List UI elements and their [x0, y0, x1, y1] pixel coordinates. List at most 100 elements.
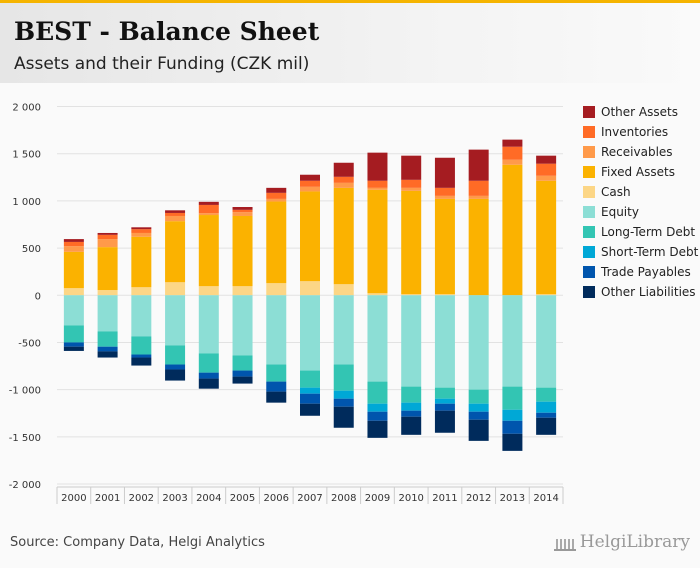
bar-segment-other-assets [63, 239, 84, 242]
bar-segment-long-term-debt [266, 364, 287, 382]
bar-segment-receivables [434, 195, 455, 199]
y-tick-label: 2 000 [12, 103, 41, 114]
x-tick-label: 2003 [162, 493, 187, 504]
legend-item[interactable]: Other Liabilities [583, 282, 698, 302]
bar-segment-receivables [97, 239, 118, 248]
x-tick-label: 2011 [432, 493, 457, 504]
legend-swatch [583, 226, 595, 238]
bar-segment-other-liabilities [502, 433, 523, 451]
bar-segment-other-liabilities [63, 346, 84, 351]
bar-segment-fixed-assets [333, 187, 354, 285]
bar-segment-trade-payables [198, 372, 219, 379]
bar-segment-cash [333, 284, 354, 296]
chart-subtitle: Assets and their Funding (CZK mil) [14, 54, 310, 74]
y-tick-label: 1 500 [12, 150, 41, 161]
bar-segment-long-term-debt [536, 387, 557, 402]
bar-segment-cash [536, 294, 557, 296]
bar-segment-inventories [63, 241, 84, 247]
bar-segment-equity [300, 295, 320, 371]
bar-segment-inventories [401, 179, 422, 188]
bar-segment-trade-payables [468, 411, 489, 420]
x-tick-label: 2012 [466, 493, 491, 504]
bar-segment-other-assets [536, 155, 557, 164]
bar-segment-fixed-assets [401, 190, 422, 295]
x-tick-label: 2007 [297, 493, 322, 504]
helgi-library-logo[interactable]: HelgiLibrary [553, 532, 690, 552]
bar-segment-other-assets [468, 149, 489, 181]
bar-segment-short-term-debt [333, 390, 354, 399]
legend-label: Other Assets [601, 105, 678, 119]
legend-label: Fixed Assets [601, 165, 675, 179]
bar-segment-equity [266, 295, 287, 365]
x-tick-label: 2005 [230, 493, 255, 504]
bar-segment-other-liabilities [401, 416, 422, 435]
legend: Other Assets Inventories Receivables Fixed … [583, 102, 698, 302]
legend-item[interactable]: Cash [583, 182, 698, 202]
bar-segment-receivables [502, 159, 523, 165]
legend-item[interactable]: Inventories [583, 122, 698, 142]
legend-item[interactable]: Long-Term Debt [583, 222, 698, 242]
bar-segment-inventories [300, 180, 320, 187]
bar-segment-other-assets [502, 139, 523, 147]
legend-label: Long-Term Debt [601, 225, 696, 239]
legend-item[interactable]: Trade Payables [583, 262, 698, 282]
bar-segment-fixed-assets [434, 198, 455, 295]
bar-segment-other-assets [367, 152, 388, 181]
x-tick-label: 2001 [95, 493, 120, 504]
bar-segment-other-liabilities [97, 351, 118, 358]
bar-segment-fixed-assets [198, 215, 219, 287]
bar-segment-equity [63, 295, 84, 326]
bar-segment-fixed-assets [232, 215, 253, 287]
x-tick-label: 2006 [264, 493, 289, 504]
bar-segment-receivables [468, 195, 489, 199]
bar-segment-fixed-assets [536, 180, 557, 295]
legend-item[interactable]: Short-Term Debt [583, 242, 698, 262]
bar-segment-inventories [131, 229, 152, 233]
bar-segment-long-term-debt [131, 336, 152, 355]
bar-segment-inventories [536, 163, 557, 176]
legend-item[interactable]: Equity [583, 202, 698, 222]
x-tick-label: 2013 [500, 493, 525, 504]
legend-swatch [583, 106, 595, 118]
legend-label: Other Liabilities [601, 285, 696, 299]
bar-segment-inventories [97, 234, 118, 240]
y-tick-label: -500 [18, 338, 41, 349]
bar-segment-other-assets [401, 155, 422, 180]
bar-segment-long-term-debt [63, 325, 84, 343]
bar-segment-receivables [401, 187, 422, 191]
bar-segment-equity [468, 295, 489, 390]
legend-item[interactable]: Other Assets [583, 102, 698, 122]
bar-segment-receivables [333, 182, 354, 188]
legend-item[interactable]: Fixed Assets [583, 162, 698, 182]
bar-segment-long-term-debt [367, 381, 388, 404]
bar-segment-equity [536, 295, 557, 388]
bar-segment-receivables [131, 232, 152, 237]
x-tick-label: 2004 [196, 493, 221, 504]
bar-segment-long-term-debt [401, 386, 422, 403]
bar-segment-cash [401, 294, 422, 296]
bar-segment-short-term-debt [434, 398, 455, 404]
bar-segment-other-liabilities [536, 417, 557, 435]
bar-segment-cash [367, 293, 388, 296]
bar-segment-inventories [333, 176, 354, 183]
legend-label: Short-Term Debt [601, 245, 699, 259]
bar-segment-trade-payables [165, 364, 186, 370]
bar-segment-receivables [367, 187, 388, 190]
y-tick-label: 1 000 [12, 197, 41, 208]
bar-segment-long-term-debt [198, 353, 219, 373]
bar-segment-equity [198, 295, 219, 354]
bar-segment-other-liabilities [198, 378, 219, 389]
bar-segment-fixed-assets [468, 198, 489, 296]
x-tick-label: 2002 [129, 493, 154, 504]
bar-segment-fixed-assets [63, 251, 84, 289]
bar-segment-cash [97, 290, 118, 296]
bar-segment-inventories [367, 180, 388, 188]
bar-segment-trade-payables [434, 403, 455, 411]
bar-segment-fixed-assets [300, 191, 320, 282]
legend-item[interactable]: Receivables [583, 142, 698, 162]
bar-segment-short-term-debt [502, 409, 523, 421]
legend-swatch [583, 286, 595, 298]
bar-segment-long-term-debt [434, 387, 455, 399]
bar-segment-other-liabilities [131, 357, 152, 366]
legend-swatch [583, 186, 595, 198]
